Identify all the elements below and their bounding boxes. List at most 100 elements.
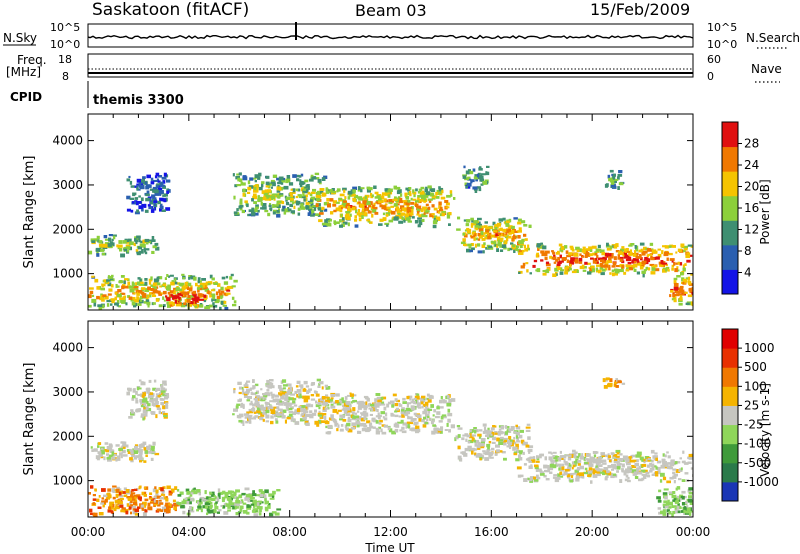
power-echo-cell bbox=[249, 213, 253, 216]
power-echo-cell bbox=[609, 272, 612, 275]
velocity-echo-cell bbox=[539, 455, 542, 459]
power-echo-cell bbox=[433, 207, 438, 211]
velocity-echo-cell bbox=[523, 478, 528, 482]
power-echo-cell bbox=[202, 284, 206, 288]
velocity-echo-cell bbox=[412, 418, 417, 421]
velocity-echo-cell bbox=[678, 469, 683, 472]
power-echo-cell bbox=[616, 265, 621, 268]
power-echo-cell bbox=[121, 285, 125, 290]
power-echo-cell bbox=[432, 220, 438, 225]
velocity-echo-cell bbox=[636, 468, 639, 472]
velocity-echo-cell bbox=[246, 399, 251, 402]
power-echo-cell bbox=[107, 282, 112, 287]
velocity-echo-cell bbox=[317, 385, 321, 388]
power-echo-cell bbox=[499, 249, 504, 252]
velocity-echo-cell bbox=[327, 424, 333, 429]
power-echo-cell bbox=[317, 190, 322, 195]
power-echo-cell bbox=[425, 186, 428, 189]
power-echo-cell bbox=[477, 232, 481, 237]
power-echo-cell bbox=[225, 292, 231, 295]
power-echo-cell bbox=[265, 175, 270, 179]
power-echo-cell bbox=[140, 240, 143, 244]
power-echo-cell bbox=[158, 304, 163, 308]
velocity-echo-cell bbox=[615, 449, 621, 454]
velocity-echo-cell bbox=[414, 395, 420, 400]
velocity-echo-cell bbox=[126, 449, 130, 452]
velocity-echo-cell bbox=[662, 509, 666, 513]
velocity-echo-cell bbox=[513, 451, 517, 455]
power-echo-cell bbox=[439, 191, 442, 195]
velocity-echo-cell bbox=[374, 407, 377, 411]
velocity-echo-cell bbox=[687, 461, 692, 464]
power-echo-cell bbox=[154, 197, 157, 201]
power-echo-cell bbox=[424, 188, 429, 193]
velocity-echo-cell bbox=[448, 398, 452, 402]
velocity-echo-cell bbox=[624, 478, 628, 482]
power-echo-cell bbox=[407, 220, 412, 223]
velocity-echo-cell bbox=[340, 424, 344, 427]
power-echo-cell bbox=[244, 193, 247, 197]
velocity-echo-cell bbox=[367, 397, 370, 402]
velocity-echo-cell bbox=[438, 428, 443, 431]
power-echo-cell bbox=[315, 203, 319, 207]
velocity-echo-cell bbox=[115, 493, 120, 497]
power-echo-cell bbox=[265, 185, 270, 188]
velocity-echo-cell bbox=[123, 487, 127, 491]
velocity-echo-cell bbox=[479, 429, 483, 432]
velocity-echo-cell bbox=[218, 491, 223, 495]
velocity-echo-cell bbox=[372, 403, 378, 408]
power-echo-cell bbox=[570, 257, 575, 262]
velocity-echo-cell bbox=[130, 459, 134, 463]
velocity-echo-cell bbox=[125, 444, 128, 448]
velocity-echo-cell bbox=[220, 504, 223, 507]
power-echo-cell bbox=[144, 288, 150, 293]
velocity-echo-cell bbox=[595, 461, 600, 466]
velocity-echo-cell bbox=[127, 387, 130, 391]
power-echo-cell bbox=[152, 282, 157, 287]
power-echo-cell bbox=[106, 279, 111, 282]
power-echo-cell bbox=[592, 260, 597, 264]
power-echo-cell bbox=[155, 283, 159, 286]
velocity-echo-cell bbox=[244, 497, 249, 501]
velocity-echo-cell bbox=[652, 467, 655, 471]
power-echo-cell bbox=[153, 278, 159, 283]
velocity-echo-cell bbox=[120, 509, 125, 513]
velocity-echo-cell bbox=[168, 503, 172, 507]
velocity-echo-cell bbox=[139, 451, 143, 455]
velocity-echo-cell bbox=[158, 499, 162, 503]
velocity-echo-cell bbox=[189, 506, 192, 509]
power-echo-cell bbox=[673, 286, 679, 291]
power-echo-cell bbox=[136, 296, 139, 299]
velocity-echo-cell bbox=[645, 471, 650, 475]
velocity-echo-cell bbox=[368, 402, 372, 407]
velocity-echo-cell bbox=[163, 405, 169, 409]
power-echo-cell bbox=[416, 213, 419, 216]
velocity-echo-cell bbox=[173, 506, 177, 510]
power-echo-cell bbox=[473, 222, 478, 226]
velocity-echo-cell bbox=[162, 387, 166, 390]
velocity-echo-cell bbox=[240, 499, 244, 503]
power-echo-cell bbox=[343, 189, 346, 193]
velocity-echo-cell bbox=[162, 405, 166, 410]
power-colorbar-cell bbox=[722, 171, 738, 197]
power-echo-cell bbox=[518, 271, 521, 274]
velocity-echo-cell bbox=[520, 439, 525, 444]
velocity-echo-cell bbox=[612, 473, 617, 476]
velocity-echo-cell bbox=[143, 406, 146, 410]
power-echo-cell bbox=[154, 242, 159, 246]
power-echo-cell bbox=[430, 188, 436, 192]
power-echo-cell bbox=[302, 189, 305, 193]
velocity-echo-cell bbox=[619, 479, 623, 483]
power-echo-cell bbox=[325, 188, 329, 192]
power-echo-cell bbox=[215, 299, 220, 303]
power-echo-cell bbox=[601, 265, 606, 268]
velocity-echo-cell bbox=[543, 474, 547, 478]
power-echo-cell bbox=[153, 189, 158, 193]
velocity-echo-cell bbox=[463, 452, 468, 457]
power-echo-cell bbox=[368, 204, 372, 208]
velocity-echo-cell bbox=[395, 407, 400, 411]
velocity-echo-cell bbox=[325, 394, 329, 397]
power-echo-cell bbox=[308, 210, 311, 215]
